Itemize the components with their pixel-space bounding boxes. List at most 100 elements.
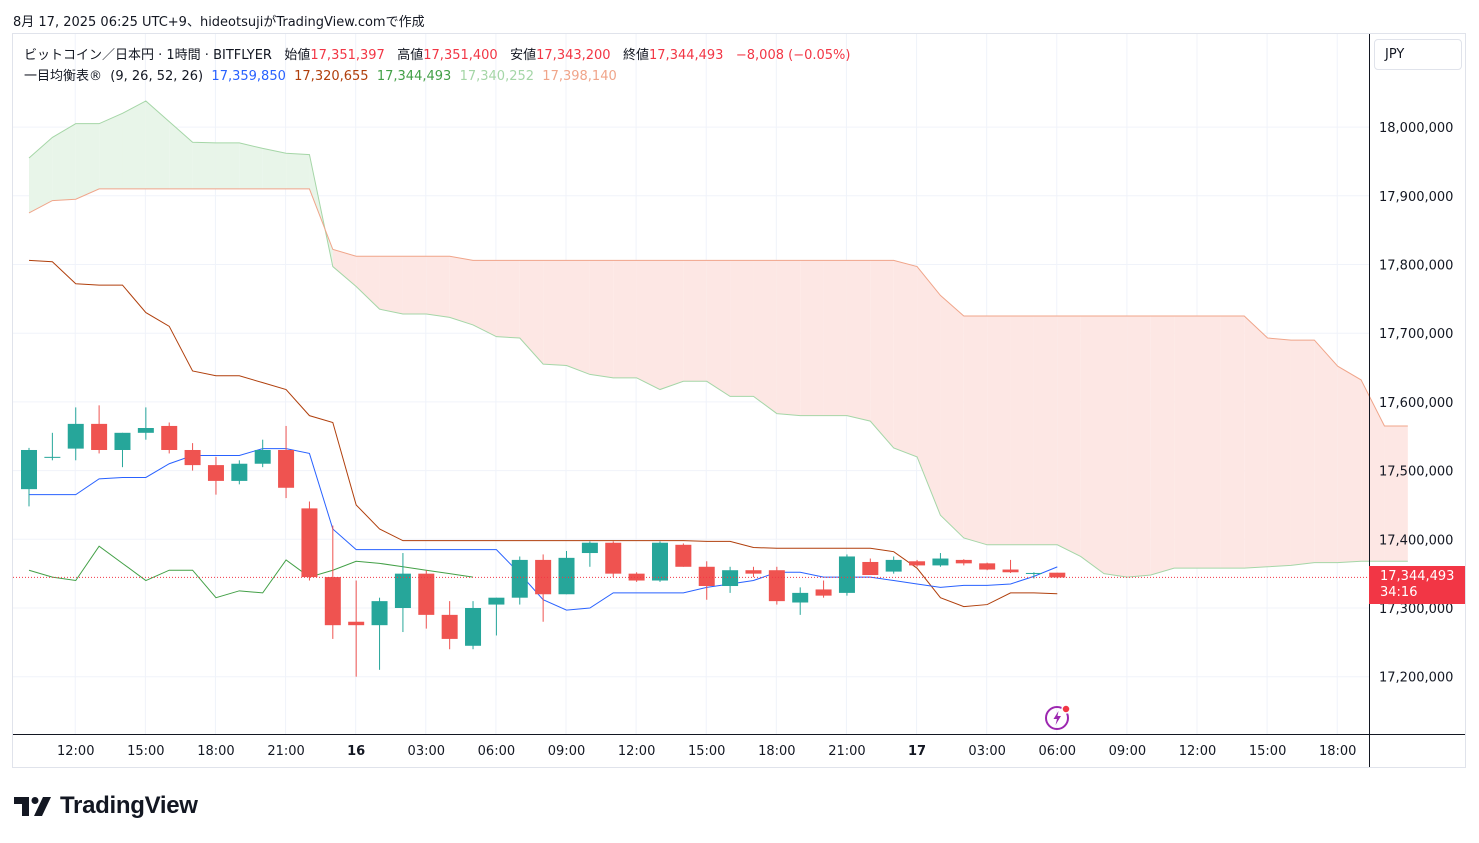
- candle-body: [955, 559, 972, 564]
- time-tick-label: 18:00: [758, 744, 795, 759]
- kumo-cloud-segment: [870, 260, 894, 448]
- lightning-event-icon[interactable]: [1044, 703, 1072, 731]
- candle-body: [21, 449, 37, 490]
- time-tick-label: 16: [347, 744, 365, 759]
- kumo-cloud-segment: [823, 260, 847, 416]
- candle-body: [207, 465, 224, 481]
- kumo-cloud-segment: [519, 260, 544, 365]
- time-tick-label: 12:00: [618, 744, 655, 759]
- kumo-cloud-segment: [1010, 316, 1034, 545]
- kumo-cloud-segment: [1314, 340, 1338, 563]
- kumo-cloud-segment: [706, 260, 731, 397]
- kumo-cloud-segment: [402, 256, 427, 314]
- kumo-cloud-segment: [52, 123, 76, 201]
- kumo-cloud-segment: [379, 256, 403, 314]
- kumo-cloud-segment: [332, 249, 357, 287]
- time-tick-label: 12:00: [1179, 744, 1216, 759]
- time-tick-label: 21:00: [828, 744, 865, 759]
- kumo-cloud-segment: [1080, 316, 1105, 574]
- time-tick-label: 15:00: [127, 744, 164, 759]
- candle-body: [651, 542, 668, 581]
- price-tick-label: 17,300,000: [1379, 602, 1453, 617]
- kumo-cloud-segment: [1244, 316, 1268, 569]
- candle-body: [535, 559, 552, 595]
- kumo-cloud-segment: [215, 142, 240, 189]
- time-tick-label: 18:00: [197, 744, 234, 759]
- kumo-cloud-segment: [286, 153, 310, 189]
- change-value: −8,008 (−0.05%): [735, 48, 851, 63]
- candle-body: [558, 557, 575, 595]
- kumo-cloud-segment: [659, 260, 684, 390]
- time-tick-label: 17: [908, 744, 926, 759]
- candle-body: [792, 592, 809, 603]
- base-value: 17,320,655: [294, 69, 369, 84]
- tradingview-logo[interactable]: TradingView: [14, 792, 198, 820]
- last-price-tag: 17,344,493 34:16: [1369, 566, 1465, 604]
- time-tick-label: 06:00: [478, 744, 515, 759]
- price-tick-label: 17,900,000: [1379, 190, 1453, 205]
- price-tick-label: 17,700,000: [1379, 327, 1453, 342]
- candle-body: [979, 563, 996, 570]
- kumo-cloud-segment: [800, 260, 824, 416]
- price-chart[interactable]: 17,200,000 17,300,000 17,400,000 17,500,000…: [13, 34, 1465, 767]
- time-tick-label: 18:00: [1319, 744, 1356, 759]
- chart-legend: ビットコイン／日本円 · 1時間 · BITFLYER 始値17,351,397…: [24, 45, 850, 87]
- conversion-value: 17,359,850: [211, 69, 286, 84]
- kumo-cloud-segment: [1384, 425, 1408, 562]
- time-tick-label: 03:00: [408, 744, 445, 759]
- price-tick-label: 17,400,000: [1379, 533, 1453, 548]
- base-line: [28, 259, 1058, 608]
- time-tick-label: 09:00: [548, 744, 585, 759]
- candle-body: [698, 566, 715, 587]
- kumo-cloud-segment: [1361, 379, 1385, 562]
- low-value: 17,343,200: [536, 48, 611, 63]
- kumo-cloud-segment: [613, 260, 637, 378]
- kumo-cloud-segment: [356, 256, 380, 310]
- candle-body: [278, 449, 295, 488]
- candle-body: [885, 559, 902, 572]
- close-value: 17,344,493: [649, 48, 724, 63]
- candle-body: [301, 508, 318, 578]
- candle-body: [441, 614, 458, 639]
- candle-body: [465, 608, 482, 646]
- low-label: 安値: [510, 48, 537, 63]
- kumo-cloud-segment: [75, 123, 100, 200]
- candle-body: [511, 559, 528, 598]
- indicator-name[interactable]: 一目均衡表: [24, 69, 90, 84]
- kumo-cloud-segment: [776, 260, 801, 416]
- lagging-value: 17,344,493: [376, 69, 452, 84]
- last-price-value: 17,344,493: [1380, 569, 1455, 584]
- kumo-cloud-segment: [99, 113, 123, 189]
- candle-body: [1049, 572, 1066, 578]
- kumo-cloud-segment: [29, 137, 53, 213]
- candle-body: [862, 561, 879, 576]
- symbol-title[interactable]: ビットコイン／日本円 · 1時間 · BITFLYER: [24, 48, 272, 63]
- chart-container[interactable]: 17,200,000 17,300,000 17,400,000 17,500,000…: [12, 33, 1466, 768]
- kumo-cloud-segment: [940, 295, 964, 538]
- candle-body: [605, 542, 622, 574]
- close-label: 終値: [623, 48, 650, 63]
- kumo-cloud-segment: [636, 260, 660, 390]
- currency-button[interactable]: JPY: [1374, 39, 1462, 70]
- candle-body: [418, 573, 435, 615]
- indicator-params: (9, 26, 52, 26): [110, 69, 204, 84]
- kumo-cloud-segment: [145, 100, 170, 189]
- kumo-cloud-segment: [262, 148, 287, 189]
- chart-snapshot-caption: 8月 17, 2025 06:25 UTC+9、hideotsujiがTradi…: [13, 15, 425, 30]
- indicator-legend-row: 一目均衡表® (9, 26, 52, 26) 17,359,850 17,320…: [24, 66, 850, 87]
- price-tick-label: 17,200,000: [1379, 671, 1453, 686]
- span-a-value: 17,340,252: [459, 69, 535, 84]
- kumo-cloud-segment: [1337, 366, 1362, 563]
- kumo-cloud-segment: [753, 260, 777, 414]
- candle-body: [254, 449, 271, 464]
- kumo-cloud-segment: [1197, 316, 1221, 569]
- kumo-cloud-segment: [846, 260, 871, 422]
- kumo-cloud-segment: [1174, 316, 1198, 569]
- candle-body: [348, 621, 365, 626]
- time-tick-label: 06:00: [1039, 744, 1076, 759]
- candle-body: [581, 542, 598, 554]
- kumo-cloud-segment: [589, 260, 614, 378]
- candle-body: [722, 570, 739, 587]
- candle-body: [815, 589, 832, 596]
- kumo-cloud-segment: [449, 256, 474, 325]
